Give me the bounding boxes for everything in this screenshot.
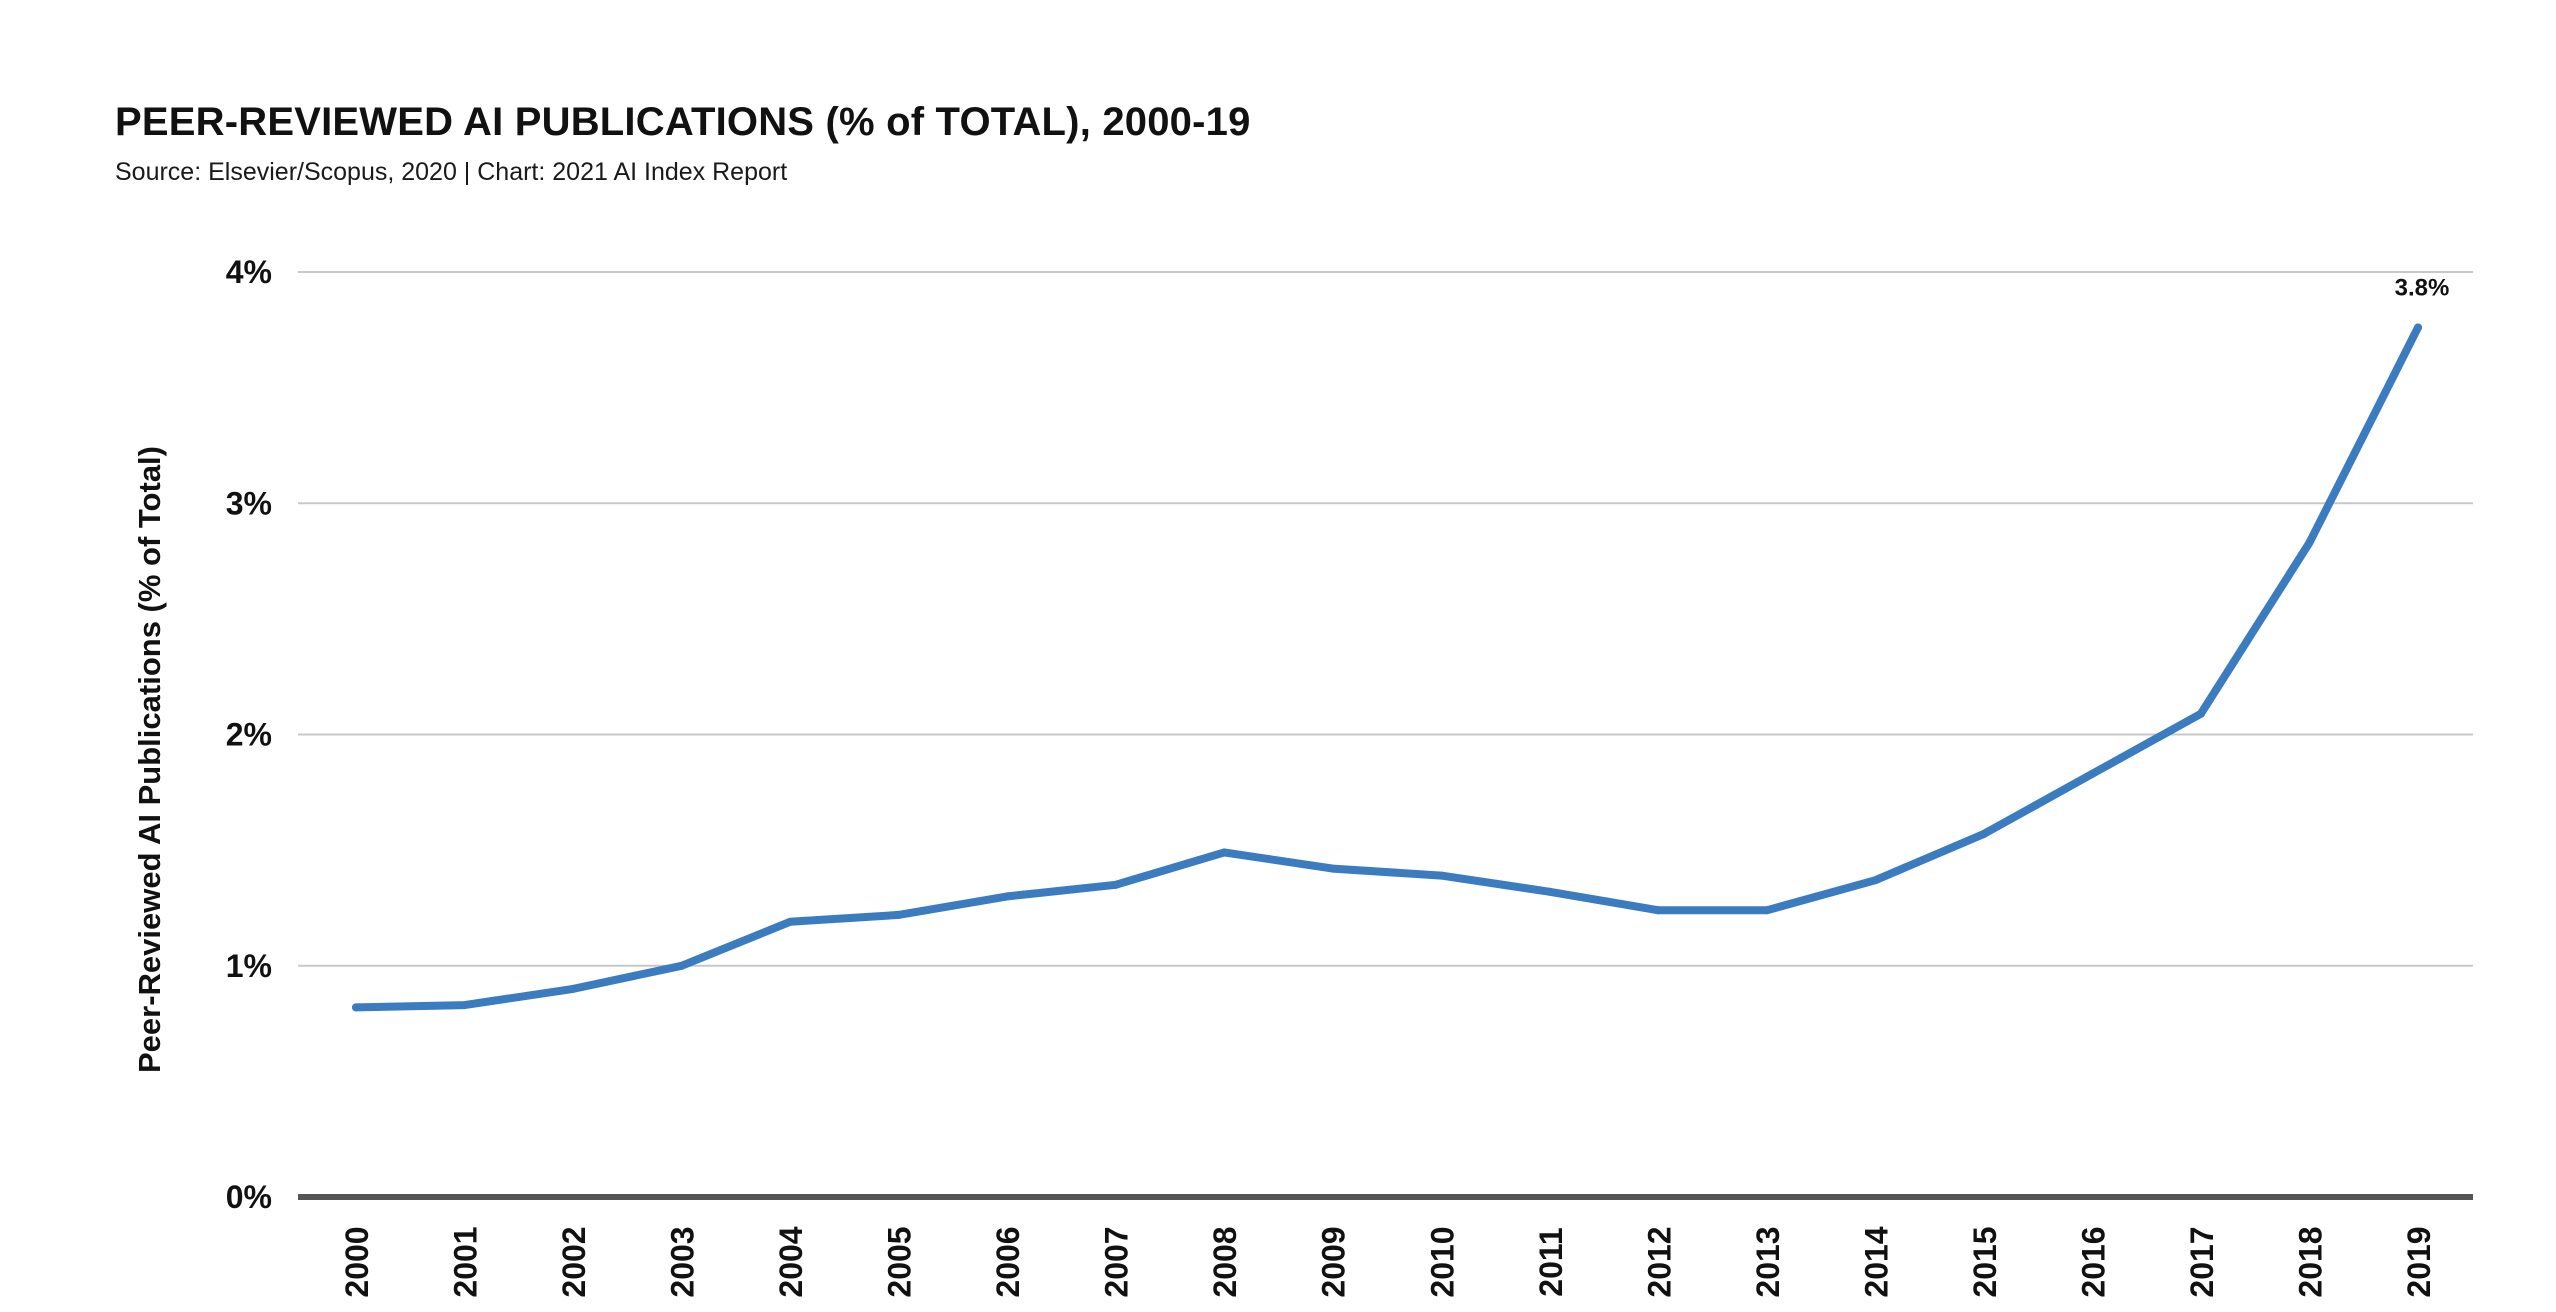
gridlines bbox=[298, 271, 2473, 967]
x-tick-label: 2016 bbox=[2075, 1226, 2111, 1297]
data-point bbox=[1220, 848, 1229, 857]
data-point bbox=[569, 984, 578, 993]
x-tick-label: 2012 bbox=[1641, 1226, 1677, 1297]
data-point bbox=[1762, 906, 1771, 915]
data-point bbox=[352, 1003, 360, 1012]
x-tick-label: 2014 bbox=[1858, 1226, 1894, 1297]
x-tick-label: 2013 bbox=[1750, 1226, 1786, 1297]
data-point bbox=[1003, 892, 1012, 901]
data-point bbox=[1654, 906, 1663, 915]
x-tick-label: 2006 bbox=[990, 1226, 1026, 1297]
data-point bbox=[677, 961, 686, 970]
data-point bbox=[1328, 864, 1337, 873]
data-point bbox=[460, 1001, 469, 1010]
x-tick-label: 2010 bbox=[1424, 1226, 1460, 1297]
x-tick-label: 2002 bbox=[556, 1226, 592, 1297]
x-tick-label: 2009 bbox=[1316, 1226, 1352, 1297]
data-point bbox=[2414, 323, 2422, 332]
y-tick-label: 3% bbox=[226, 485, 272, 521]
data-point bbox=[2196, 709, 2205, 718]
y-tick-label: 1% bbox=[226, 948, 272, 984]
x-tick-label: 2011 bbox=[1533, 1227, 1569, 1296]
y-axis-title: Peer-Reviewed AI Publications (% of Tota… bbox=[132, 446, 167, 1073]
data-label: 3.8% bbox=[2395, 275, 2450, 302]
data-point bbox=[1437, 871, 1446, 880]
data-point bbox=[2088, 769, 2097, 778]
chart-title: PEER-REVIEWED AI PUBLICATIONS (% of TOTA… bbox=[115, 100, 1251, 144]
data-point bbox=[1111, 880, 1120, 889]
x-tick-label: 2001 bbox=[448, 1226, 484, 1297]
y-tick-label: 0% bbox=[226, 1179, 272, 1215]
x-tick-label: 2000 bbox=[339, 1226, 375, 1297]
data-point bbox=[786, 917, 795, 926]
x-tick-label: 2004 bbox=[773, 1226, 809, 1297]
x-tick-label: 2008 bbox=[1207, 1226, 1243, 1297]
x-tick-label: 2003 bbox=[665, 1226, 701, 1297]
x-tick-label: 2017 bbox=[2184, 1226, 2220, 1297]
x-tick-label: 2007 bbox=[1099, 1226, 1135, 1297]
y-tick-label: 4% bbox=[226, 254, 272, 290]
series-layer bbox=[352, 323, 2422, 1012]
chart-subtitle: Source: Elsevier/Scopus, 2020 | Chart: 2… bbox=[115, 158, 788, 186]
data-point bbox=[1871, 876, 1880, 885]
x-tick-label: 2005 bbox=[882, 1226, 918, 1297]
labels: 0% 1% 2% 3% 4% 2000 2001 2002 2003 2004 2005 2006 20… bbox=[132, 254, 2449, 1298]
x-tick-label: 2018 bbox=[2292, 1226, 2328, 1297]
series-line bbox=[352, 323, 2422, 1012]
y-tick-label: 2% bbox=[226, 717, 272, 753]
data-point bbox=[1545, 887, 1554, 896]
data-point bbox=[2305, 538, 2314, 547]
data-point bbox=[1979, 829, 1988, 838]
x-tick-label: 2015 bbox=[1967, 1226, 2003, 1297]
data-point bbox=[894, 910, 903, 919]
x-tick-label: 2019 bbox=[2401, 1226, 2437, 1297]
